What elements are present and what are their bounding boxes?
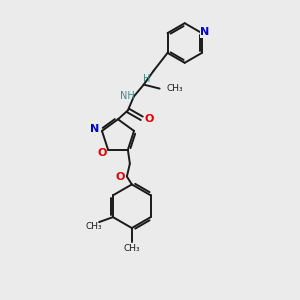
Text: NH: NH bbox=[119, 91, 134, 100]
Text: N: N bbox=[200, 27, 209, 37]
Text: O: O bbox=[98, 148, 107, 158]
Text: H: H bbox=[143, 74, 150, 84]
Text: CH₃: CH₃ bbox=[86, 221, 103, 230]
Text: O: O bbox=[115, 172, 124, 182]
Text: CH₃: CH₃ bbox=[167, 84, 183, 93]
Text: N: N bbox=[90, 124, 100, 134]
Text: O: O bbox=[144, 114, 153, 124]
Text: CH₃: CH₃ bbox=[124, 244, 140, 253]
